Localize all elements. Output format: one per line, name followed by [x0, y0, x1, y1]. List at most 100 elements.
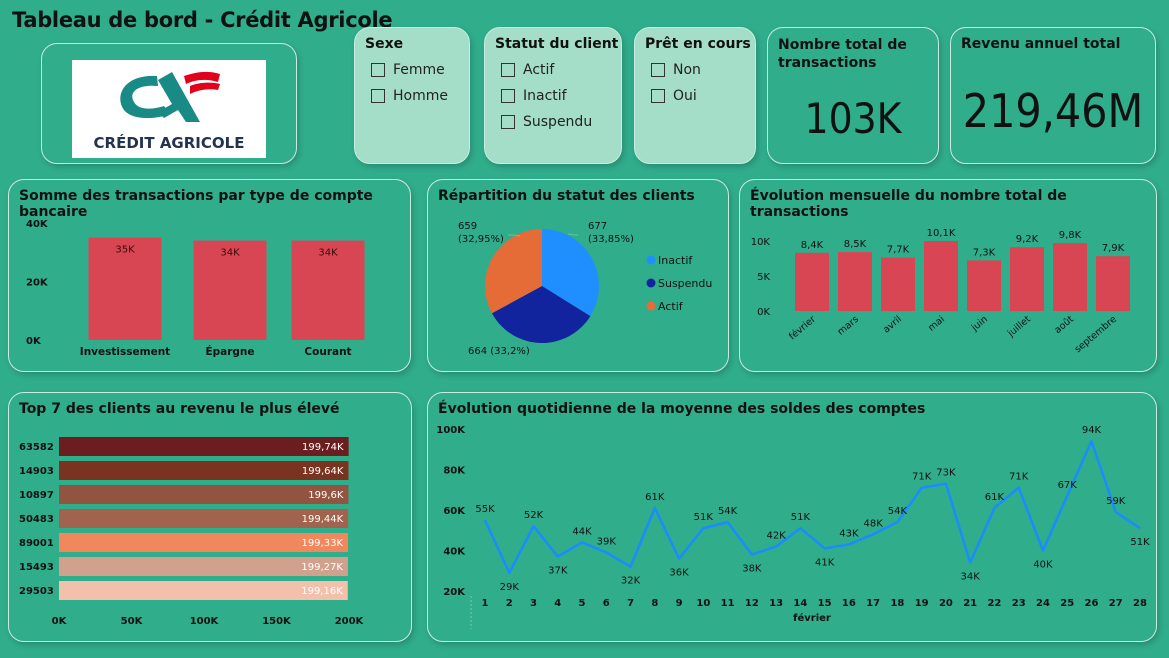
- daily-balance-line-chart: 20K 40K 60K 80K 100K 55K 1 29K 2 52K 3 37K 4 44K 5 39K 6…: [436, 425, 1150, 629]
- slicer-title-statut: Statut du client: [495, 36, 619, 52]
- data-label: 44K: [572, 526, 592, 537]
- kpi-card-transactions: Nombre total de transactions 103K: [767, 27, 939, 164]
- y-tick-label: 89001: [19, 538, 54, 549]
- x-tick-label: 15: [818, 598, 832, 609]
- data-label: 199,6K: [308, 490, 344, 501]
- bar: [795, 252, 829, 311]
- y-tick-label: 40K: [26, 219, 49, 230]
- kpi-value-transactions: 103K: [804, 94, 902, 143]
- slicer-option-non[interactable]: Non: [651, 62, 701, 78]
- x-tick-label: 27: [1109, 598, 1123, 609]
- y-tick-label: 14903: [19, 466, 54, 477]
- slicer-option-inactif[interactable]: Inactif: [501, 88, 567, 104]
- chart-card-client-status: Répartition du statut des clients 677 (33…: [427, 179, 729, 372]
- data-label: 199,16K: [301, 586, 343, 597]
- data-label: 71K: [912, 472, 932, 483]
- x-tick-label: 8: [651, 598, 658, 609]
- checkbox-icon[interactable]: [371, 63, 385, 77]
- slicer-title-sexe: Sexe: [365, 36, 404, 52]
- data-label: 71K: [1009, 472, 1029, 483]
- x-tick-label: 22: [987, 598, 1001, 609]
- data-label-actif: 659: [458, 221, 477, 232]
- checkbox-icon[interactable]: [651, 89, 665, 103]
- monthly-transactions-bar-chart: 0K 5K 10K 8,4K février 8,5K mars 7,7K avril 10,1K…: [751, 228, 1130, 355]
- slicer-option-femme[interactable]: Femme: [371, 62, 445, 78]
- x-tick-label: 7: [627, 598, 634, 609]
- slicer-option-homme[interactable]: Homme: [371, 88, 448, 104]
- data-label: 8,4K: [801, 240, 824, 251]
- data-label: 54K: [718, 506, 738, 517]
- data-label: 34K: [961, 572, 981, 583]
- bar: [59, 557, 348, 576]
- data-label: 61K: [985, 492, 1005, 503]
- data-label: 35K: [115, 245, 135, 256]
- y-tick-label: 15493: [19, 562, 54, 573]
- bar: [838, 252, 872, 311]
- x-tick-label: février: [787, 314, 818, 342]
- data-label: 8,5K: [844, 239, 867, 250]
- data-label-actif: (32,95%): [458, 234, 504, 245]
- y-tick-label: 10K: [751, 237, 771, 248]
- data-label: 37K: [548, 566, 568, 577]
- x-tick-label: 13: [769, 598, 783, 609]
- x-tick-label: mai: [926, 314, 947, 334]
- data-label: 9,2K: [1016, 234, 1039, 245]
- checkbox-icon[interactable]: [371, 89, 385, 103]
- data-label: 32K: [621, 576, 641, 587]
- dashboard-title: Tableau de bord - Crédit Agricole: [12, 8, 393, 32]
- data-label: 39K: [597, 537, 617, 548]
- x-tick-label: 9: [676, 598, 683, 609]
- x-tick-label: 3: [530, 598, 537, 609]
- bar: [881, 257, 915, 311]
- checkbox-icon[interactable]: [651, 63, 665, 77]
- chart-title-monthly: Évolution mensuelle du nombre total de t…: [750, 188, 1067, 220]
- bar: [291, 240, 365, 340]
- chart-title-daily-balance: Évolution quotidienne de la moyenne des …: [438, 401, 926, 417]
- data-label: 41K: [815, 557, 835, 568]
- bar: [59, 485, 349, 504]
- client-status-pie-chart: 677 (33,85%) 664 (33,2%) 659 (32,95%) Inactif…: [458, 221, 712, 357]
- slicer-statut-client: Statut du client Actif Inactif Suspendu: [484, 27, 622, 164]
- x-tick-label: 17: [866, 598, 880, 609]
- bar: [59, 437, 349, 456]
- logo-brand-text: CRÉDIT AGRICOLE: [94, 133, 245, 152]
- slicer-option-actif[interactable]: Actif: [501, 62, 554, 78]
- y-tick-label: 40K: [443, 547, 466, 558]
- x-tick-label: juin: [969, 314, 990, 334]
- x-tick-label: Courant: [304, 346, 351, 358]
- chart-title-top-clients: Top 7 des clients au revenu le plus élev…: [19, 401, 340, 417]
- legend-marker: [646, 301, 656, 311]
- data-label: 7,9K: [1102, 243, 1125, 254]
- data-label-inactif: 677: [588, 221, 607, 232]
- y-tick-label: 29503: [19, 586, 54, 597]
- checkbox-icon[interactable]: [501, 115, 515, 129]
- x-tick-label: 28: [1133, 598, 1147, 609]
- slicer-option-suspendu[interactable]: Suspendu: [501, 114, 592, 130]
- data-label: 94K: [1082, 425, 1102, 436]
- y-tick-label: 50483: [19, 514, 54, 525]
- data-label: 10,1K: [927, 228, 956, 239]
- bar: [1053, 243, 1087, 311]
- x-tick-label: 4: [554, 598, 561, 609]
- data-label: 199,27K: [301, 562, 343, 573]
- x-tick-label: avril: [881, 314, 904, 336]
- checkbox-icon[interactable]: [501, 89, 515, 103]
- x-tick-label: 16: [842, 598, 856, 609]
- slicer-sexe: Sexe Femme Homme: [354, 27, 470, 164]
- data-label: 40K: [1033, 560, 1053, 571]
- bar: [1010, 247, 1044, 311]
- kpi-card-revenu: Revenu annuel total 219,46M: [950, 27, 1156, 164]
- y-tick-label: 60K: [443, 506, 466, 517]
- y-tick-label: 10897: [19, 490, 54, 501]
- x-tick-label: Investissement: [80, 346, 170, 358]
- legend-label: Inactif: [658, 254, 693, 267]
- slicer-option-oui[interactable]: Oui: [651, 88, 697, 104]
- data-label: 54K: [888, 506, 908, 517]
- data-label: 38K: [742, 564, 762, 575]
- x-tick-label: mars: [836, 314, 861, 338]
- checkbox-icon[interactable]: [501, 63, 515, 77]
- x-tick-label: 26: [1085, 598, 1099, 609]
- x-tick-label: juillet: [1005, 314, 1033, 340]
- x-tick-label: septembre: [1073, 314, 1119, 355]
- chart-card-monthly-transactions: Évolution mensuelle du nombre total de t…: [739, 179, 1157, 372]
